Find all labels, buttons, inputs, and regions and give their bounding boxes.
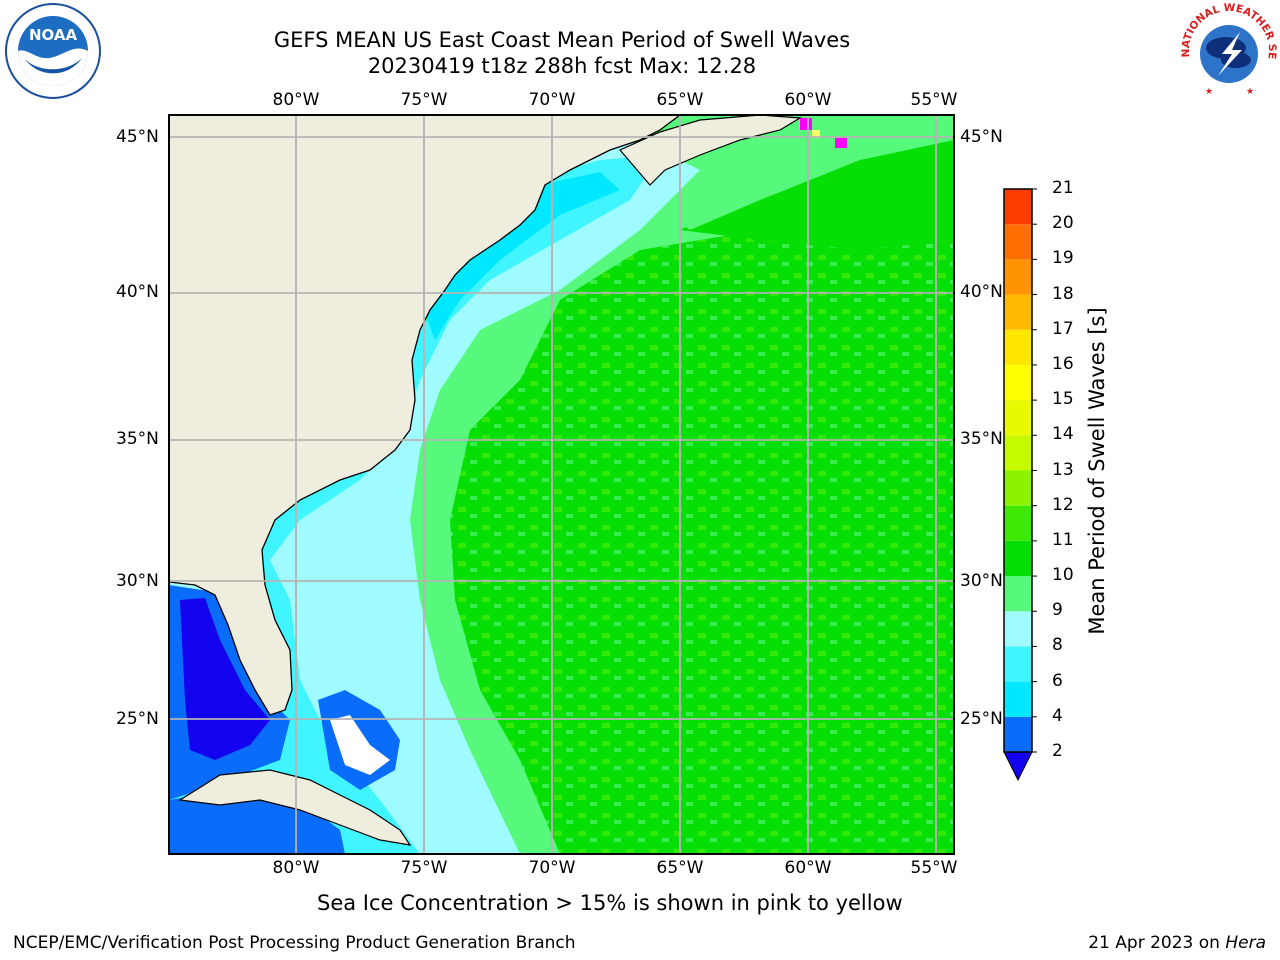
- lon-label-top: 80°W: [272, 90, 320, 110]
- land-cuba: [178, 769, 412, 846]
- colorbar-tick-label: 14: [1052, 424, 1074, 445]
- lat-label-left: 25°N: [116, 709, 159, 729]
- colorbar-tick-label: 9: [1052, 600, 1063, 621]
- chart-subtitle: 20230419 t18z 288h fcst Max: 12.28: [367, 54, 757, 78]
- lat-label-right: 35°N: [960, 429, 1003, 449]
- lon-label-bottom: 60°W: [784, 858, 832, 878]
- colorbar-segment: [1004, 646, 1032, 682]
- colorbar-segment: [1004, 505, 1032, 541]
- lat-label-left: 30°N: [116, 571, 159, 591]
- lat-label-right: 25°N: [960, 709, 1003, 729]
- colorbar-tick-label: 11: [1052, 529, 1074, 550]
- map-frame: [168, 114, 955, 855]
- colorbar-title: Mean Period of Swell Waves [s]: [1085, 307, 1109, 635]
- period-band-10s-north: [680, 125, 954, 250]
- colorbar-tick-label: 2: [1052, 741, 1063, 761]
- colorbar-tick-label: 6: [1052, 670, 1063, 691]
- sea-ice-note: Sea Ice Concentration > 15% is shown in …: [317, 891, 903, 915]
- colorbar-segment: [1004, 259, 1032, 295]
- lat-label-right: 30°N: [960, 571, 1003, 591]
- colorbar-segment: [1004, 470, 1032, 506]
- lon-label-top: 70°W: [528, 90, 576, 110]
- lon-label-bottom: 65°W: [656, 858, 704, 878]
- nws-logo: NATIONAL WEATHER SERVICE ★ ★: [1176, 0, 1278, 100]
- gridlines: [169, 115, 954, 854]
- colorbar-tick-label: 16: [1052, 353, 1074, 374]
- lon-label-top: 75°W: [400, 90, 448, 110]
- colorbar-segment: [1004, 716, 1032, 752]
- colorbar-tick-label: 8: [1052, 635, 1063, 656]
- colorbar-tick-label: 18: [1052, 283, 1074, 304]
- svg-text:NOAA: NOAA: [29, 26, 78, 44]
- colorbar: [1003, 188, 1037, 782]
- colorbar-segment: [1004, 189, 1032, 225]
- lat-label-left: 35°N: [116, 429, 159, 449]
- colorbar-segment: [1004, 681, 1032, 717]
- lon-label-bottom: 55°W: [910, 858, 958, 878]
- lon-label-bottom: 80°W: [272, 858, 320, 878]
- lon-label-top: 60°W: [784, 90, 832, 110]
- colorbar-tick-label: 21: [1052, 178, 1074, 198]
- colorbar-segment: [1004, 224, 1032, 260]
- noaa-logo: NOAA: [2, 2, 104, 100]
- land-nova-scotia: [619, 115, 802, 186]
- colorbar-segment: [1004, 611, 1032, 647]
- colorbar-tick-label: 10: [1052, 565, 1074, 586]
- sea-ice-pixel: [800, 118, 812, 130]
- period-band-9s-ne: [650, 120, 954, 230]
- run-date: 21 Apr 2023 on Hera: [1088, 933, 1266, 953]
- svg-text:★: ★: [1205, 87, 1213, 97]
- colorbar-segment: [1004, 400, 1032, 436]
- lon-label-bottom: 70°W: [528, 858, 576, 878]
- period-band-8s-coastal: [169, 140, 700, 854]
- chart-title: GEFS MEAN US East Coast Mean Period of S…: [273, 28, 851, 52]
- colorbar-tick-label: 20: [1052, 213, 1074, 234]
- sea-ice-pixel: [835, 138, 847, 148]
- colorbar-segment: [1004, 364, 1032, 401]
- lon-label-top: 65°W: [656, 90, 704, 110]
- colorbar-segment: [1004, 540, 1032, 577]
- colorbar-tick-label: 19: [1052, 248, 1074, 269]
- bahamas-banks: [330, 715, 390, 775]
- lat-label-right: 45°N: [960, 127, 1003, 147]
- lon-label-bottom: 75°W: [400, 858, 448, 878]
- svg-text:★: ★: [1246, 87, 1254, 97]
- run-date-text: 21 Apr 2023 on: [1088, 933, 1220, 953]
- colorbar-tick-label: 17: [1052, 318, 1074, 339]
- colorbar-tick-label: 4: [1052, 705, 1063, 726]
- lon-label-top: 55°W: [910, 90, 958, 110]
- colorbar-extend-arrow: [1003, 751, 1033, 782]
- lat-label-left: 45°N: [116, 127, 159, 147]
- sea-ice-pixel: [812, 130, 820, 138]
- colorbar-segment: [1004, 435, 1032, 471]
- colorbar-tick-label: 13: [1052, 459, 1074, 480]
- period-band-10s: [450, 230, 954, 854]
- colorbar-segment: [1004, 329, 1032, 365]
- colorbar-segment: [1004, 576, 1032, 612]
- branch-credit: NCEP/EMC/Verification Post Processing Pr…: [13, 933, 576, 953]
- lat-label-left: 40°N: [116, 282, 159, 302]
- colorbar-segment: [1004, 294, 1032, 330]
- colorbar-tick-label: 15: [1052, 389, 1074, 410]
- lat-label-right: 40°N: [960, 282, 1003, 302]
- machine-name: Hera: [1225, 933, 1266, 953]
- colorbar-tick-label: 12: [1052, 494, 1074, 515]
